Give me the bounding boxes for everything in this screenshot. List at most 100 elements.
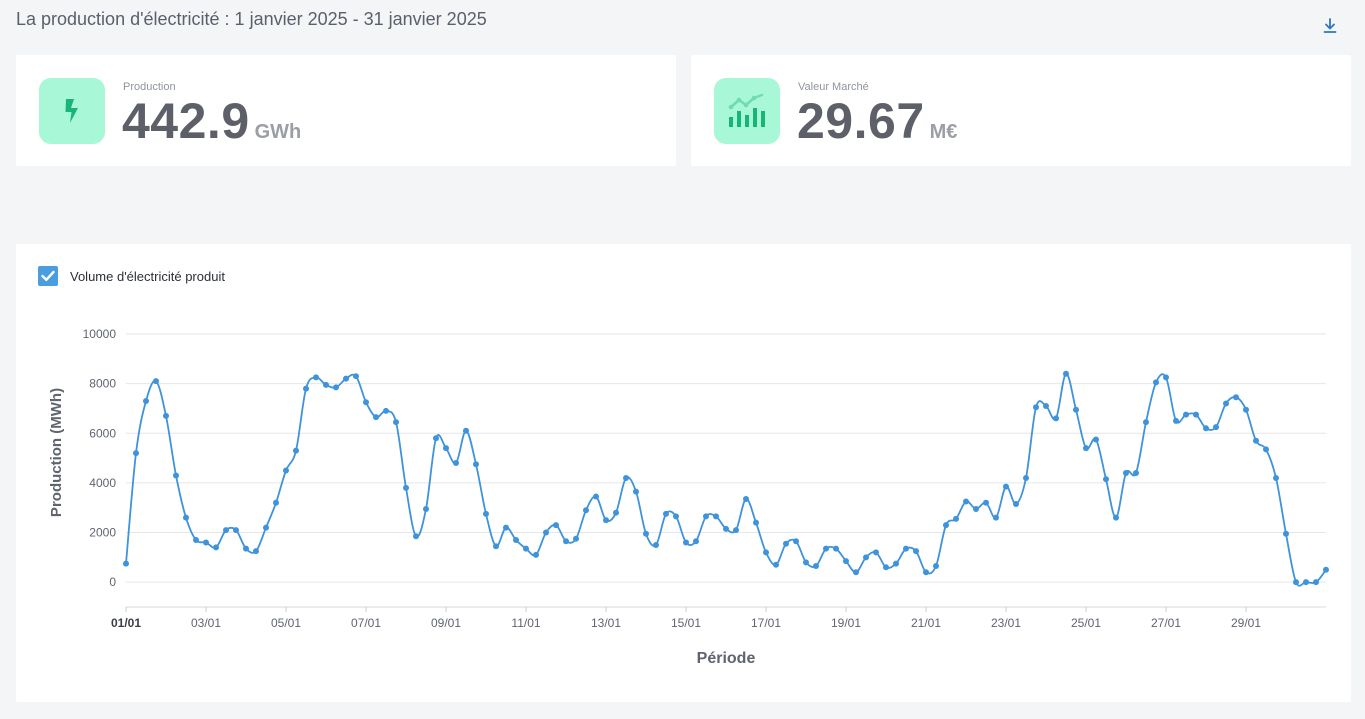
data-point — [213, 544, 219, 551]
data-point — [1183, 411, 1189, 418]
data-point — [1213, 424, 1219, 431]
data-point — [513, 536, 519, 543]
data-point — [953, 515, 959, 522]
data-point — [523, 545, 529, 552]
data-point — [293, 447, 299, 454]
data-point — [333, 384, 339, 391]
data-point — [1173, 417, 1179, 424]
x-tick-label: 01/01 — [111, 616, 141, 630]
data-point — [343, 375, 349, 382]
data-point — [463, 427, 469, 434]
data-point — [1233, 394, 1239, 401]
data-point — [1103, 476, 1109, 483]
checkbox-checked-icon[interactable] — [38, 266, 58, 286]
kpi-label: Production — [123, 81, 176, 93]
line-chart: 0 2000 4000 6000 8000 10000 01/01 03/01 05/01 07/… — [48, 327, 1329, 667]
data-point — [493, 543, 499, 550]
data-point — [503, 524, 509, 531]
data-point — [1313, 579, 1319, 586]
data-point — [993, 514, 999, 521]
data-point — [573, 535, 579, 542]
kpi-card-market-value: Valeur Marché 29.67 M€ — [691, 55, 1351, 166]
data-point — [453, 460, 459, 467]
x-tick-label: 07/01 — [351, 616, 381, 630]
data-point — [913, 548, 919, 555]
data-point — [193, 536, 199, 543]
x-tick-label: 05/01 — [271, 616, 301, 630]
x-tick-label: 17/01 — [751, 616, 781, 630]
kpi-card-production: Production 442.9 GWh — [16, 55, 676, 166]
y-tick-label: 4000 — [89, 476, 116, 490]
x-tick-label: 23/01 — [991, 616, 1021, 630]
kpi-unit: GWh — [254, 121, 302, 143]
data-point — [663, 510, 669, 517]
data-point — [1053, 415, 1059, 422]
data-point — [903, 545, 909, 552]
data-point — [273, 499, 279, 506]
data-point — [183, 514, 189, 521]
data-point — [1293, 579, 1299, 586]
data-point — [973, 505, 979, 512]
data-point — [1323, 566, 1329, 573]
data-point — [433, 435, 439, 442]
data-point — [413, 533, 419, 540]
legend-label: Volume d'électricité produit — [70, 268, 225, 284]
data-point — [763, 549, 769, 556]
data-point — [1283, 530, 1289, 537]
data-point — [203, 539, 209, 546]
data-point — [1013, 501, 1019, 508]
data-point — [943, 522, 949, 529]
kpi-unit: M€ — [929, 121, 958, 143]
data-point — [713, 513, 719, 520]
data-point — [783, 540, 789, 547]
x-tick-label: 27/01 — [1151, 616, 1181, 630]
data-point — [253, 548, 259, 555]
download-icon[interactable] — [1320, 16, 1340, 36]
data-point — [673, 513, 679, 520]
data-point — [1033, 404, 1039, 411]
y-tick-label: 2000 — [89, 526, 116, 540]
data-point — [703, 513, 709, 520]
data-point — [483, 510, 489, 517]
data-point — [883, 564, 889, 571]
data-point — [1093, 436, 1099, 443]
lightning-bolt-icon — [39, 78, 105, 144]
page-title: La production d'électricité : 1 janvier … — [16, 9, 487, 29]
data-point — [933, 563, 939, 570]
series-line — [125, 372, 1327, 587]
data-point — [223, 527, 229, 534]
data-point — [163, 412, 169, 419]
data-point — [353, 373, 359, 380]
legend-toggle[interactable]: Volume d'électricité produit — [38, 266, 225, 286]
data-point — [1003, 483, 1009, 490]
data-point — [1043, 402, 1049, 409]
data-point — [593, 493, 599, 500]
data-point — [1303, 579, 1309, 586]
data-point — [243, 545, 249, 552]
data-point — [923, 569, 929, 576]
data-point — [1073, 406, 1079, 413]
data-point — [123, 560, 129, 567]
data-point — [753, 519, 759, 526]
data-point — [643, 530, 649, 537]
data-point — [533, 551, 539, 558]
data-point — [653, 541, 659, 548]
data-point — [813, 563, 819, 570]
bar-line-chart-icon — [714, 78, 780, 144]
data-point — [553, 522, 559, 529]
data-point — [823, 545, 829, 552]
data-point — [1193, 411, 1199, 418]
data-point — [473, 461, 479, 468]
x-tick-label: 09/01 — [431, 616, 461, 630]
data-point — [773, 561, 779, 568]
data-point — [843, 558, 849, 565]
data-point — [173, 472, 179, 479]
data-point — [963, 498, 969, 505]
data-point — [623, 474, 629, 481]
y-tick-label: 10000 — [83, 327, 117, 341]
data-point — [733, 527, 739, 534]
data-point — [393, 419, 399, 426]
data-point — [853, 569, 859, 576]
x-tick-label: 03/01 — [191, 616, 221, 630]
data-point — [743, 496, 749, 503]
